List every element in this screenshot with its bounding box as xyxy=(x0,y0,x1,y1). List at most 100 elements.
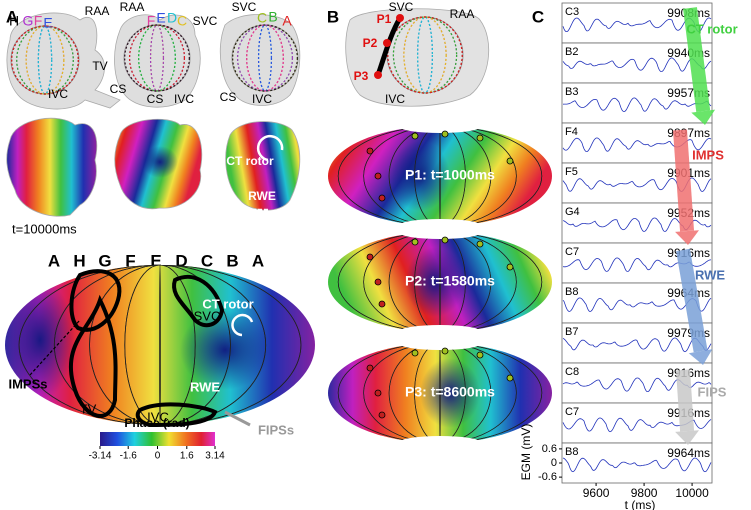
group-arrow xyxy=(673,129,695,232)
map-meridian xyxy=(363,343,517,443)
region-outline xyxy=(69,269,122,332)
electrode xyxy=(411,238,419,246)
electrode xyxy=(476,240,484,248)
electrode xyxy=(441,236,449,244)
map-meridian xyxy=(363,126,517,226)
label: IMPSs xyxy=(8,376,47,391)
rotor-arrow xyxy=(256,134,284,162)
pole-gap xyxy=(400,325,480,337)
imps-arrow xyxy=(29,319,81,376)
colorbar-tick-label: -1.6 xyxy=(120,451,138,462)
region-outline xyxy=(135,402,218,428)
label: RWE xyxy=(248,189,276,203)
map-meridian xyxy=(53,265,267,425)
atlas-label: RAA xyxy=(120,0,145,14)
phase-map xyxy=(328,343,552,443)
pole-gap xyxy=(400,436,480,448)
egm-trace xyxy=(562,57,712,73)
group-arrow xyxy=(676,369,695,432)
x-tick-label: 9600 xyxy=(583,486,610,500)
x-tick-label: 9800 xyxy=(631,486,658,500)
electrode xyxy=(374,172,382,180)
trace-name: B7 xyxy=(565,326,578,338)
meridian xyxy=(149,24,165,92)
label: FIPS xyxy=(698,384,727,399)
atlas-label: CS xyxy=(220,90,237,104)
label: IMPS xyxy=(692,147,724,162)
meridian-label: F xyxy=(125,251,135,270)
atlas-label: D xyxy=(167,10,177,26)
atlas-label: A xyxy=(282,13,292,29)
electrode xyxy=(506,374,514,382)
catheter-point xyxy=(396,14,404,22)
group-arrow xyxy=(676,248,708,353)
arrow-head xyxy=(675,230,699,245)
phase-map xyxy=(328,232,552,332)
electrode xyxy=(378,300,386,308)
map-meridian xyxy=(18,265,302,425)
label: TV xyxy=(80,401,97,416)
meridian xyxy=(387,16,463,94)
trace-box xyxy=(561,42,713,84)
trace-name: B8 xyxy=(565,286,578,298)
label: IVC xyxy=(147,409,169,424)
map-title: P3: t=8600ms xyxy=(405,384,495,400)
electrode xyxy=(374,389,382,397)
label: t=10000ms xyxy=(12,221,77,236)
trace-box xyxy=(561,82,713,124)
arrow-head xyxy=(688,349,713,365)
atlas-label: E xyxy=(43,15,52,31)
label: P1 xyxy=(377,12,392,26)
meridian-label: H xyxy=(73,251,85,270)
y-tick-label: 0 xyxy=(551,457,557,469)
label: P2 xyxy=(363,36,378,50)
atlas-label: RAA xyxy=(85,4,110,18)
meridian xyxy=(138,24,176,92)
map-meridian xyxy=(439,126,441,226)
map-meridian xyxy=(337,343,543,443)
meridian xyxy=(232,24,298,92)
electrode xyxy=(411,132,419,140)
colorbar-tick-label: 1.6 xyxy=(180,451,194,462)
trace-name: C7 xyxy=(565,406,579,418)
electrode xyxy=(476,351,484,359)
trace-name: C7 xyxy=(565,246,579,258)
trace-name: B3 xyxy=(565,86,578,98)
meridian xyxy=(246,24,284,92)
atlas-label: F xyxy=(34,13,43,29)
dark-spot xyxy=(405,247,465,317)
dark-spot xyxy=(420,358,480,428)
electrode xyxy=(374,278,382,286)
label: RAA xyxy=(450,7,475,21)
rotor-arrow xyxy=(231,313,254,337)
map-meridian xyxy=(414,343,466,443)
label: A xyxy=(6,7,18,26)
colorbar-tick-label: -3.14 xyxy=(89,451,112,462)
meridian xyxy=(25,25,65,95)
region-outline xyxy=(68,294,118,418)
meridian xyxy=(257,24,273,92)
label: CT rotor xyxy=(226,154,274,168)
label: SVC xyxy=(194,308,221,323)
label: C xyxy=(532,7,544,26)
map-title: P1: t=1000ms xyxy=(405,167,495,183)
electrode xyxy=(366,253,374,261)
meridian xyxy=(124,24,190,92)
trace-name: F5 xyxy=(565,166,578,178)
colorbar-tick-label: 0 xyxy=(155,451,161,462)
map-meridian xyxy=(159,265,161,425)
meridian xyxy=(128,24,186,92)
trace-box xyxy=(561,442,713,484)
dark-spot xyxy=(180,310,270,390)
trace-name: C3 xyxy=(565,6,579,18)
atlas-label: B xyxy=(268,9,277,25)
electrode xyxy=(441,347,449,355)
fips-arrow xyxy=(224,410,251,427)
pole-gap xyxy=(400,121,480,133)
electrode xyxy=(506,263,514,271)
map-meridian xyxy=(414,232,466,332)
electrode xyxy=(506,157,514,165)
map-meridian xyxy=(89,265,231,425)
label: CT rotor xyxy=(202,296,253,311)
